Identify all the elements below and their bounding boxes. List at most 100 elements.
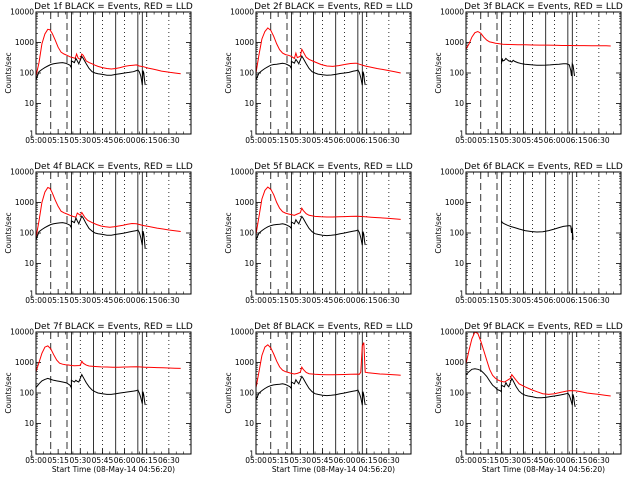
x-tick-label: 06:00 bbox=[114, 456, 136, 465]
x-tick-label: 06:15 bbox=[136, 456, 158, 465]
x-tick-label: 05:15 bbox=[47, 456, 69, 465]
x-tick-label: 05:30 bbox=[289, 296, 311, 305]
y-axis-label: Counts/sec bbox=[224, 212, 233, 253]
panel-title: Det 2f BLACK = Events, RED = LLD bbox=[254, 2, 413, 12]
x-tick-label: 06:00 bbox=[114, 296, 136, 305]
panel-det-4f: Det 4f BLACK = Events, RED = LLD Counts/s… bbox=[4, 162, 193, 305]
series-events-line bbox=[500, 57, 575, 77]
x-tick-label: 06:30 bbox=[588, 136, 610, 145]
x-tick-label: 06:15 bbox=[566, 456, 588, 465]
y-tick-label: 10000 bbox=[230, 8, 254, 17]
x-axis-label: Start Time (08-May-14 04:56:20) bbox=[52, 465, 175, 474]
x-tick-label: 05:30 bbox=[499, 136, 521, 145]
y-tick-label: 1 bbox=[29, 130, 34, 139]
y-tick-label: 10000 bbox=[440, 168, 464, 177]
x-tick-label: 05:45 bbox=[522, 456, 544, 465]
y-tick-label: 1 bbox=[459, 290, 464, 299]
x-tick-label: 05:15 bbox=[267, 296, 289, 305]
x-tick-label: 06:15 bbox=[356, 296, 378, 305]
x-tick-label: 06:00 bbox=[544, 456, 566, 465]
x-tick-label: 06:30 bbox=[158, 456, 180, 465]
panel-title: Det 8f BLACK = Events, RED = LLD bbox=[254, 322, 413, 332]
plot-frame bbox=[35, 331, 192, 455]
panel-det-6f: Det 6f BLACK = Events, RED = LLD Counts/s… bbox=[434, 162, 623, 305]
y-tick-label: 100 bbox=[450, 229, 465, 238]
series-events-line bbox=[35, 214, 146, 249]
panel-det-1f: Det 1f BLACK = Events, RED = LLD Counts/s… bbox=[4, 2, 193, 145]
y-tick-label: 10 bbox=[244, 259, 254, 268]
panel-det-7f: Det 7f BLACK = Events, RED = LLD Counts/s… bbox=[4, 322, 193, 474]
x-tick-label: 05:30 bbox=[499, 296, 521, 305]
panel-title: Det 9f BLACK = Events, RED = LLD bbox=[464, 322, 623, 332]
y-tick-label: 100 bbox=[240, 389, 255, 398]
series-events-line bbox=[465, 368, 576, 408]
panel-det-9f: Det 9f BLACK = Events, RED = LLD Counts/s… bbox=[434, 322, 623, 474]
series-events-line bbox=[255, 215, 366, 246]
x-tick-label: 06:30 bbox=[158, 296, 180, 305]
plot-frame bbox=[255, 331, 412, 455]
y-tick-label: 10000 bbox=[440, 8, 464, 17]
plot-frame bbox=[465, 171, 622, 295]
y-tick-label: 10 bbox=[454, 99, 464, 108]
y-tick-label: 100 bbox=[240, 69, 255, 78]
y-tick-label: 10000 bbox=[230, 168, 254, 177]
plot-frame bbox=[35, 171, 192, 295]
y-tick-label: 1 bbox=[459, 130, 464, 139]
series-lld-line bbox=[35, 186, 181, 238]
y-tick-label: 1000 bbox=[445, 198, 464, 207]
panel-title: Det 5f BLACK = Events, RED = LLD bbox=[254, 162, 413, 172]
series-events-line bbox=[35, 55, 146, 86]
y-tick-label: 100 bbox=[20, 69, 35, 78]
x-tick-label: 06:00 bbox=[334, 456, 356, 465]
x-tick-label: 05:45 bbox=[312, 296, 334, 305]
x-tick-label: 06:00 bbox=[544, 296, 566, 305]
plot-frame bbox=[35, 11, 192, 135]
x-tick-label: 06:15 bbox=[566, 136, 588, 145]
series-events-line bbox=[255, 54, 366, 86]
x-tick-label: 05:00 bbox=[25, 456, 47, 465]
y-tick-label: 1000 bbox=[445, 38, 464, 47]
y-tick-label: 100 bbox=[20, 389, 35, 398]
y-tick-label: 10000 bbox=[440, 328, 464, 337]
x-tick-label: 05:30 bbox=[69, 136, 91, 145]
y-tick-label: 100 bbox=[240, 229, 255, 238]
series-events-line bbox=[500, 220, 574, 240]
x-tick-label: 05:15 bbox=[477, 296, 499, 305]
x-tick-label: 06:30 bbox=[588, 296, 610, 305]
x-tick-label: 05:45 bbox=[312, 136, 334, 145]
plot-frame bbox=[465, 11, 622, 135]
y-tick-label: 1 bbox=[29, 450, 34, 459]
x-tick-label: 05:15 bbox=[267, 136, 289, 145]
x-tick-label: 05:00 bbox=[25, 296, 47, 305]
x-tick-label: 06:30 bbox=[378, 296, 400, 305]
y-axis-label: Counts/sec bbox=[434, 52, 443, 93]
y-axis-label: Counts/sec bbox=[224, 372, 233, 413]
x-tick-label: 06:00 bbox=[114, 136, 136, 145]
series-lld-line bbox=[255, 27, 401, 74]
series-lld-line bbox=[35, 28, 181, 77]
plot-frame bbox=[255, 171, 412, 295]
y-axis-label: Counts/sec bbox=[4, 212, 13, 253]
x-tick-label: 06:00 bbox=[334, 296, 356, 305]
x-tick-label: 05:15 bbox=[477, 456, 499, 465]
series-lld-line bbox=[255, 186, 401, 235]
x-tick-label: 05:00 bbox=[25, 136, 47, 145]
x-tick-label: 05:00 bbox=[455, 296, 477, 305]
panel-title: Det 1f BLACK = Events, RED = LLD bbox=[34, 2, 193, 12]
y-tick-label: 1000 bbox=[445, 358, 464, 367]
y-tick-label: 100 bbox=[20, 229, 35, 238]
x-tick-label: 05:45 bbox=[312, 456, 334, 465]
panel-det-8f: Det 8f BLACK = Events, RED = LLD Counts/s… bbox=[224, 322, 413, 474]
y-tick-label: 1000 bbox=[15, 358, 34, 367]
y-tick-label: 10 bbox=[244, 99, 254, 108]
y-tick-label: 10000 bbox=[10, 8, 34, 17]
y-tick-label: 1 bbox=[249, 130, 254, 139]
panel-title: Det 3f BLACK = Events, RED = LLD bbox=[464, 2, 623, 12]
y-tick-label: 1 bbox=[459, 450, 464, 459]
x-tick-label: 05:15 bbox=[267, 456, 289, 465]
x-tick-label: 06:00 bbox=[544, 136, 566, 145]
y-tick-label: 1000 bbox=[15, 38, 34, 47]
series-lld-line bbox=[255, 342, 401, 388]
panel-title: Det 7f BLACK = Events, RED = LLD bbox=[34, 322, 193, 332]
